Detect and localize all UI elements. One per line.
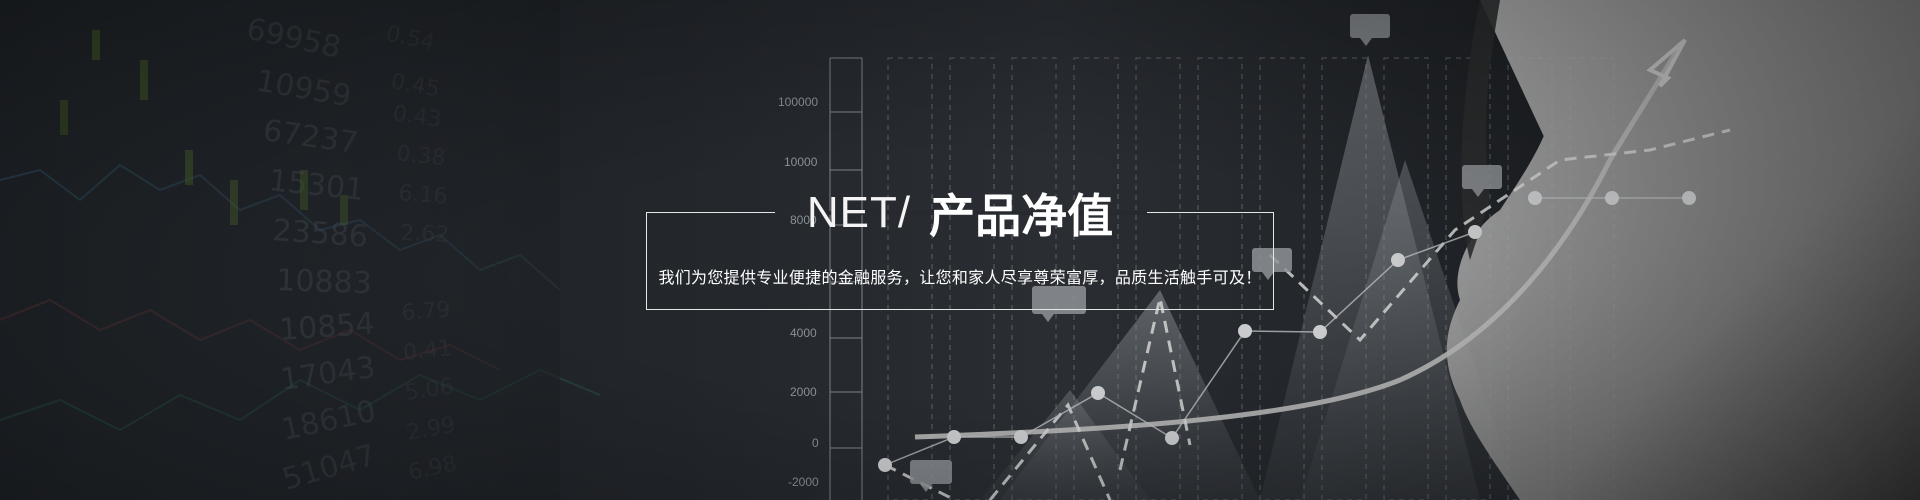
title-area: NET/产品净值: [0, 180, 1920, 246]
title-frame: [646, 211, 1274, 310]
axis-tick-label: 8000: [790, 213, 817, 227]
hand-illustration: [1446, 0, 1920, 500]
axis-tick-label: 2000: [790, 385, 817, 399]
chart-triangles: [980, 55, 1520, 500]
chart-axis: 100000 10000 8000 4000 2000 0 -2000: [778, 57, 863, 500]
speech-bubbles: [910, 14, 1502, 492]
title-chinese: 产品净值: [929, 189, 1114, 243]
dashed-series: [884, 128, 1731, 500]
axis-tick-label: 0: [812, 436, 819, 450]
axis-tick-label: 10000: [784, 155, 818, 169]
growth-curve: [914, 38, 1687, 440]
dot-series-points: [878, 191, 1696, 472]
title-english: NET/: [806, 188, 912, 237]
axis-tick-label: 100000: [778, 95, 818, 109]
axis-tick-label: 4000: [790, 326, 817, 340]
page-title: NET/产品净值: [783, 180, 1137, 246]
axis-tick-label: -2000: [788, 475, 819, 489]
banner-subtitle: 我们为您提供专业便捷的金融服务，让您和家人尽享尊荣富厚，品质生活触手可及！: [658, 268, 1262, 287]
